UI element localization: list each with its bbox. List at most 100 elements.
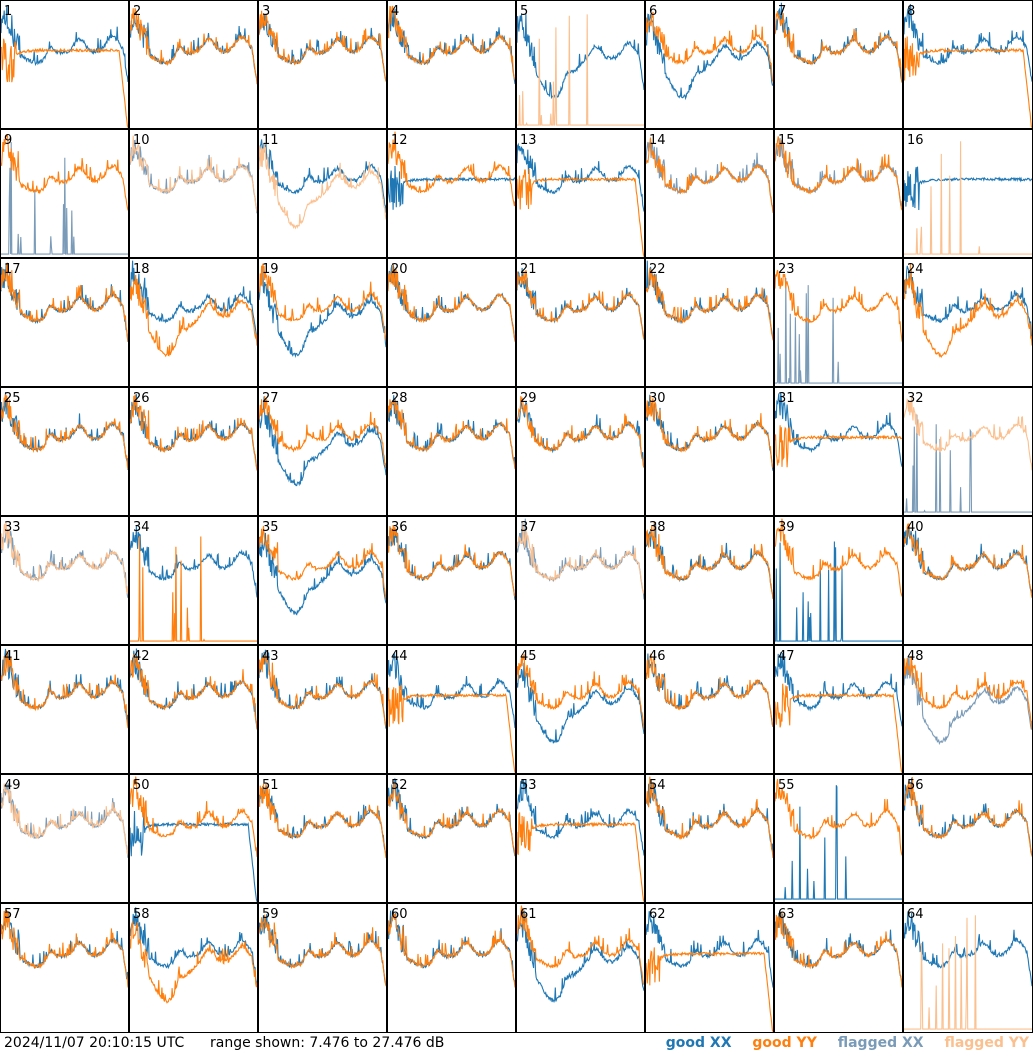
panel-37: 37: [516, 516, 645, 645]
series-xx-5: [516, 14, 645, 101]
panel-6: 6: [645, 0, 774, 129]
series-yy-52: [387, 782, 516, 856]
panel-frame-25: [0, 387, 129, 516]
antenna-label: 51: [262, 778, 279, 793]
legend-flagged-xx: flagged XX: [837, 1035, 924, 1051]
series-yy-37: [516, 523, 645, 595]
panel-8: 8: [903, 0, 1033, 129]
panel-18: 18: [129, 258, 258, 387]
series-yy-15: [774, 136, 903, 211]
series-yy-19: [258, 263, 387, 341]
antenna-label: 18: [133, 262, 150, 277]
legend-good-yy: good YY: [752, 1035, 817, 1051]
panel-12: 12: [387, 129, 516, 258]
antenna-label: 59: [262, 907, 279, 922]
series-yy-12: [387, 131, 516, 207]
panel-13: 13: [516, 129, 645, 258]
series-xx-64: [903, 911, 1033, 987]
series-xx-29: [516, 399, 645, 468]
antenna-label: 17: [4, 262, 21, 277]
panel-16: 16: [903, 129, 1033, 258]
panel-frame-33: [0, 516, 129, 645]
antenna-label: 40: [907, 520, 924, 535]
series-yy-36: [387, 524, 516, 597]
panel-frame-47: [774, 645, 903, 774]
panel-frame-57: [0, 903, 129, 1033]
series-xx-1: [0, 6, 129, 83]
panel-63: 63: [774, 903, 903, 1033]
antenna-label: 60: [391, 907, 408, 922]
antenna-label: 63: [778, 907, 795, 922]
panel-frame-51: [258, 774, 387, 903]
antenna-label: 22: [649, 262, 666, 277]
series-xx-44: [387, 652, 516, 729]
antenna-label: 50: [133, 778, 150, 793]
series-yy-25: [0, 394, 129, 470]
panel-frame-20: [387, 258, 516, 387]
antenna-label: 57: [4, 907, 21, 922]
series-yy-63: [774, 911, 903, 988]
panel-frame-2: [129, 0, 258, 129]
series-xx-40: [903, 526, 1033, 595]
series-yy-18: [129, 274, 258, 358]
series-yy-56: [903, 777, 1033, 857]
series-yy-4: [387, 5, 516, 80]
series-xx-8: [903, 4, 1033, 82]
series-xx-19: [258, 266, 387, 359]
panel-42: 42: [129, 645, 258, 774]
range-text: range shown: 7.476 to 27.476 dB: [210, 1035, 445, 1051]
panel-49: 49: [0, 774, 129, 903]
legend-flagged-yy: flagged YY: [944, 1035, 1029, 1051]
series-yy-64: [904, 915, 1032, 1030]
panel-43: 43: [258, 645, 387, 774]
panel-frame-58: [129, 903, 258, 1033]
panel-17: 17: [0, 258, 129, 387]
series-xx-62: [645, 911, 774, 988]
antenna-label: 23: [778, 262, 795, 277]
series-yy-2: [129, 8, 258, 85]
panel-24: 24: [903, 258, 1033, 387]
series-yy-40: [903, 523, 1033, 598]
series-xx-50: [129, 810, 258, 902]
panel-4: 4: [387, 0, 516, 129]
antenna-label: 36: [391, 520, 408, 535]
legend: good XX good YY flagged XX flagged YY: [650, 1035, 1029, 1051]
antenna-label: 30: [649, 391, 666, 406]
series-xx-23: [775, 277, 902, 384]
panel-52: 52: [387, 774, 516, 903]
antenna-label: 34: [133, 520, 150, 535]
antenna-label: 37: [520, 520, 537, 535]
antenna-label: 54: [649, 778, 666, 793]
series-xx-32: [904, 414, 1032, 513]
panel-60: 60: [387, 903, 516, 1033]
series-xx-9: [1, 142, 128, 255]
antenna-label: 4: [391, 4, 399, 19]
series-yy-44: [387, 684, 516, 773]
antenna-label: 2: [133, 4, 141, 19]
panel-frame-46: [645, 645, 774, 774]
antenna-label: 43: [262, 649, 279, 664]
series-xx-6: [645, 13, 774, 101]
antenna-label: 55: [778, 778, 795, 793]
series-yy-58: [129, 921, 258, 1004]
series-yy-3: [258, 10, 387, 82]
panel-frame-18: [129, 258, 258, 387]
antenna-label: 56: [907, 778, 924, 793]
series-xx-12: [387, 165, 516, 210]
panel-30: 30: [645, 387, 774, 516]
panel-19: 19: [258, 258, 387, 387]
antenna-label: 15: [778, 133, 795, 148]
panel-31: 31: [774, 387, 903, 516]
panel-64: 64: [903, 903, 1033, 1033]
panel-frame-35: [258, 516, 387, 645]
panel-frame-37: [516, 516, 645, 645]
antenna-label: 39: [778, 520, 795, 535]
panel-53: 53: [516, 774, 645, 903]
panel-frame-34: [129, 516, 258, 645]
panel-frame-52: [387, 774, 516, 903]
panel-20: 20: [387, 258, 516, 387]
panel-frame-49: [0, 774, 129, 903]
series-yy-61: [516, 905, 645, 985]
panel-frame-8: [903, 0, 1033, 129]
panel-frame-42: [129, 645, 258, 774]
